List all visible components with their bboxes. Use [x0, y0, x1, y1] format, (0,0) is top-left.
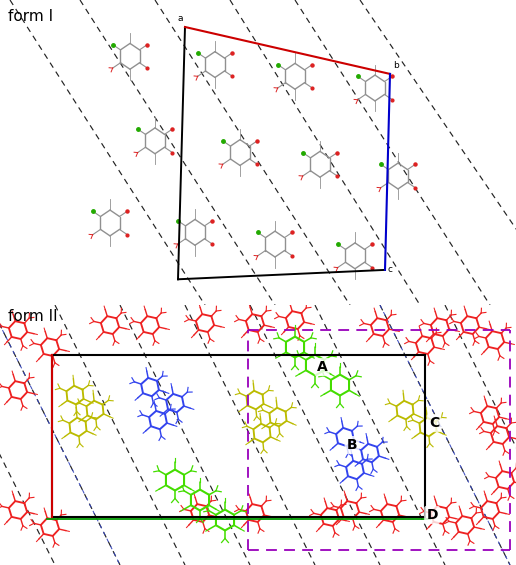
Text: form I: form I — [8, 10, 53, 24]
Text: D: D — [426, 508, 438, 522]
Text: b: b — [393, 61, 399, 70]
Text: a: a — [178, 14, 183, 23]
Text: B: B — [347, 438, 357, 452]
Text: C: C — [429, 416, 439, 430]
Text: c: c — [388, 265, 393, 274]
Text: A: A — [317, 360, 327, 374]
Text: form II: form II — [8, 309, 58, 324]
